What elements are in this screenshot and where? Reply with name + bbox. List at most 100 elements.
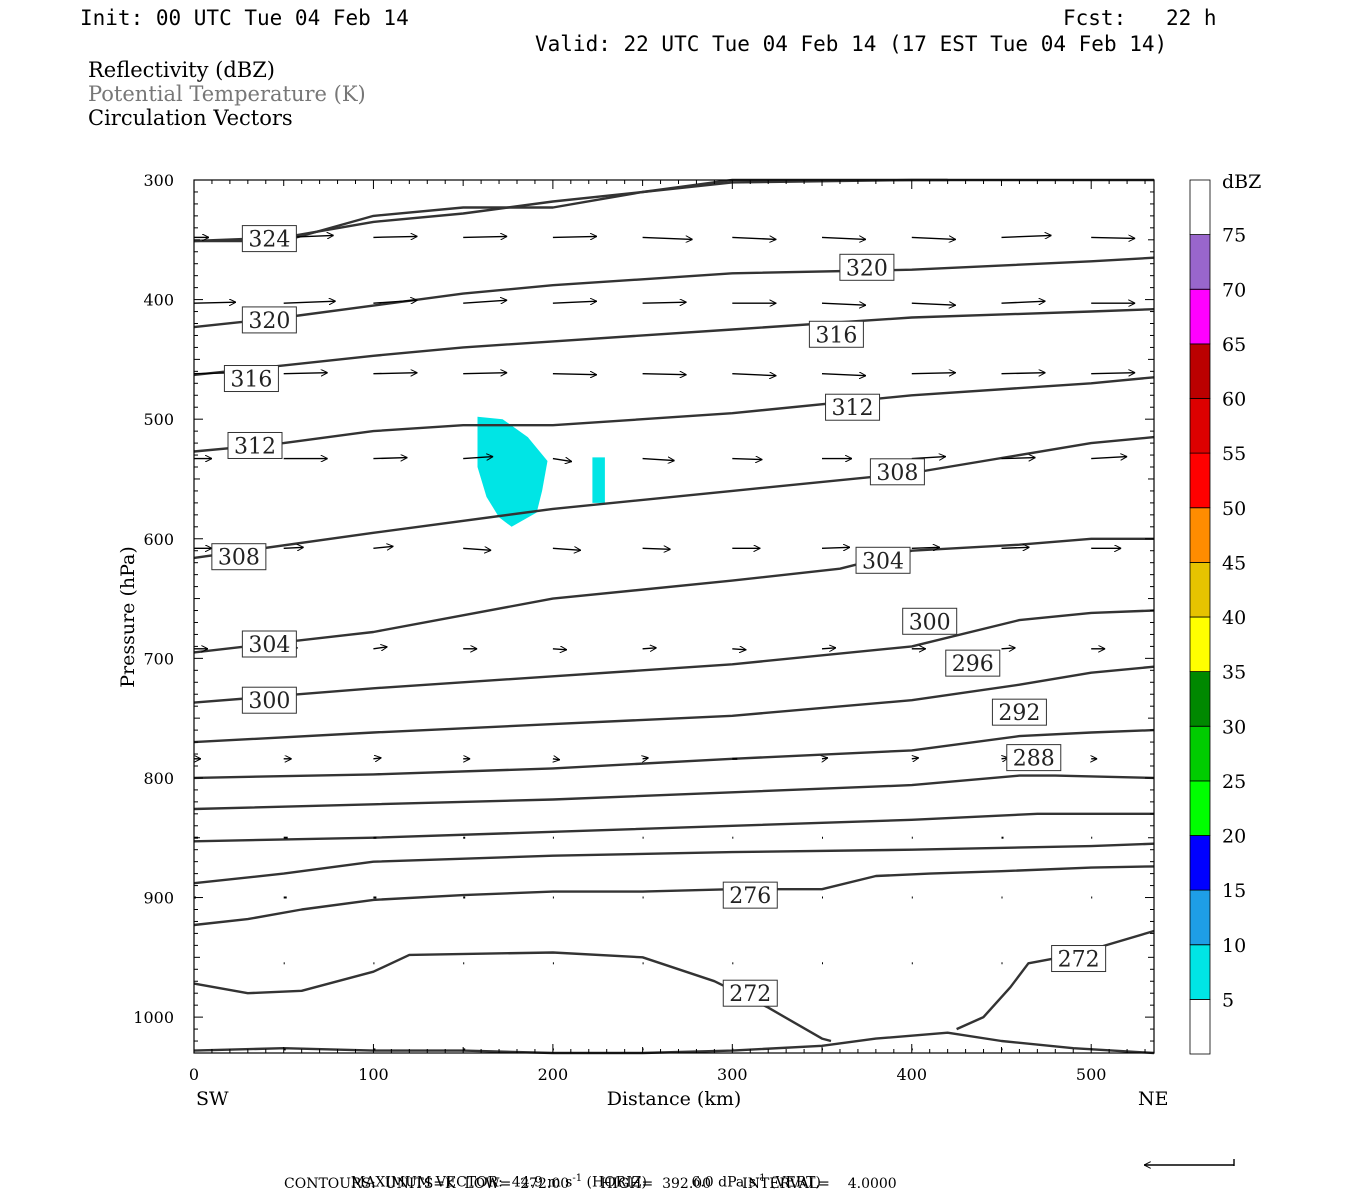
contour-label-box [227, 431, 283, 459]
circulation-vector [1001, 373, 1046, 374]
circulation-vector [463, 373, 507, 374]
contour-label-text: 292 [998, 701, 1040, 726]
isentrope-320-16 [193, 178, 1154, 243]
colorbar-label: 70 [1222, 279, 1246, 301]
y-tick-label: 600 [143, 530, 174, 549]
circulation-vector [1091, 457, 1127, 459]
circulation-vector [822, 758, 828, 759]
field-circulation-vectors: Circulation Vectors [88, 106, 293, 130]
colorbar-label: 15 [1222, 880, 1246, 902]
colorbar-segment [1189, 179, 1211, 235]
colorbar-label: 55 [1222, 443, 1246, 465]
contour-label-text: 296 [952, 652, 994, 677]
circulation-vector [373, 758, 381, 759]
circulation-vector [463, 457, 493, 459]
contour-label-box [241, 686, 297, 714]
x-tick-label: 400 [896, 1065, 927, 1084]
contour-label-text: 312 [234, 434, 276, 459]
contour-label-box [808, 320, 864, 348]
colorbar-label: 50 [1222, 498, 1246, 520]
circulation-vector [642, 237, 693, 239]
contour-label-312: 312 [227, 431, 283, 459]
contour-label-304: 304 [855, 546, 911, 574]
circulation-vector [642, 374, 687, 375]
colorbar-segment [1189, 725, 1211, 782]
colorbar-segment [1189, 343, 1211, 399]
circulation-vector [1001, 648, 1016, 649]
circulation-vector [373, 546, 393, 548]
y-tick-label: 300 [143, 171, 174, 190]
contour-label-text: 324 [248, 228, 290, 253]
circulation-vector [463, 236, 507, 237]
max-vector-mid: (HORIZ) 6.0 dPa s [582, 1174, 756, 1191]
circulation-vector [552, 649, 567, 650]
contour-label-312: 312 [825, 393, 881, 421]
circulation-vector [193, 302, 236, 303]
contour-label-text: 288 [1013, 747, 1055, 772]
contour-label-box [825, 393, 881, 421]
contour-label-292: 292 [991, 698, 1047, 726]
y-tick-label: 1000 [133, 1008, 174, 1027]
y-tick-label: 400 [143, 291, 174, 310]
circulation-vector [821, 648, 836, 649]
contour-label-box [1051, 945, 1107, 973]
contour-label-text: 300 [909, 610, 951, 635]
contour-label-box [839, 253, 895, 281]
circulation-vector [1091, 237, 1135, 238]
contour-label-272: 272 [722, 979, 778, 1007]
colorbar-segment [1189, 288, 1211, 345]
circulation-vector [463, 548, 491, 550]
colorbar-segment [1189, 780, 1211, 836]
colorbar-label: 45 [1222, 552, 1246, 574]
circulation-vector [373, 647, 387, 649]
circulation-vector [1001, 547, 1030, 548]
circulation-vector [911, 457, 946, 459]
contour-label-box [241, 225, 297, 253]
isentrope-unlabeled-6 [193, 812, 1154, 843]
isentrope-unlabeled-7 [193, 774, 1155, 811]
sw-end-label: SW [196, 1088, 229, 1110]
contour-label-276: 276 [722, 881, 778, 909]
x-tick-label: 200 [538, 1065, 569, 1084]
y-tick-label: 800 [143, 769, 174, 788]
circulation-vector [552, 548, 581, 550]
colorbar-segment [1189, 616, 1211, 672]
circulation-vector [463, 300, 507, 303]
isentrope-324-17 [194, 178, 948, 243]
circulation-vector [912, 758, 919, 759]
contour-label-316: 316 [808, 320, 864, 348]
colorbar-segment [1189, 944, 1211, 1000]
contour-label-308: 308 [211, 543, 267, 571]
forecast-hours: 22 h [1166, 6, 1217, 30]
max-vector-end: (VERT) [765, 1174, 821, 1191]
contour-label-304: 304 [241, 630, 297, 658]
contour-label-text: 316 [815, 323, 857, 348]
circulation-vector [1091, 373, 1135, 374]
colorbar-label: 30 [1222, 716, 1246, 738]
circulation-vector [911, 373, 956, 374]
circulation-vector [642, 302, 687, 303]
circulation-vector [642, 548, 671, 549]
reference-vector [1144, 1159, 1235, 1166]
colorbar-segment [1189, 507, 1211, 563]
colorbar-segment [1189, 234, 1211, 290]
circulation-vector [732, 649, 746, 650]
contour-label-text: 304 [862, 549, 904, 574]
footer-contours: CONTOURS: UNITS=K LOW= 272.00 HIGH= 392.… [284, 1176, 897, 1192]
contour-label-text: 312 [832, 396, 874, 421]
field-reflectivity: Reflectivity (dBZ) [88, 58, 276, 82]
x-tick-label: 300 [717, 1065, 748, 1084]
contour-label-300: 300 [902, 607, 958, 635]
colorbar-label: 65 [1222, 334, 1246, 356]
colorbar-segment [1189, 671, 1211, 727]
colorbar-segment [1189, 452, 1211, 509]
isentrope-unlabeled-4 [193, 865, 1155, 927]
colorbar-label: 25 [1222, 771, 1246, 793]
contour-label-316: 316 [223, 365, 279, 393]
forecast-label: Fcst: [1063, 6, 1127, 30]
colorbar-label: 35 [1222, 662, 1246, 684]
colorbar-label: 5 [1222, 989, 1234, 1011]
colorbar-segment [1189, 562, 1211, 618]
colorbar-label: 10 [1222, 935, 1246, 957]
